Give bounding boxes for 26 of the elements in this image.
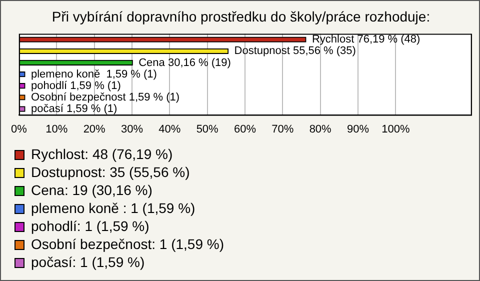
- x-tick-label: 90%: [346, 123, 370, 136]
- x-tick-label: 70%: [272, 123, 294, 136]
- legend-label: Cena: 19 (30,16 %): [31, 182, 152, 198]
- x-tick-label: 80%: [309, 123, 332, 136]
- legend-label: Osobní bezpečnost: 1 (1,59 %): [31, 236, 224, 252]
- legend-label: počasí: 1 (1,59 %): [31, 254, 145, 270]
- x-tick-label: 40%: [158, 123, 181, 136]
- x-tick-label: 100%: [382, 123, 410, 136]
- chart-title: Při vybírání dopravního prostředku do školy/práce rozhoduje:: [52, 8, 430, 24]
- data-label: Cena 30,16 % (19): [138, 56, 231, 69]
- legend-label: Rychlost: 48 (76,19 %): [31, 146, 173, 162]
- data-label: Rychlost 76,19 % (48): [312, 34, 420, 46]
- data-label: pohodlí 1,59 % (1): [30, 80, 121, 92]
- legend-label: plemeno koně : 1 (1,59 %): [31, 200, 196, 216]
- x-tick-label: 50%: [196, 123, 219, 136]
- data-label: Dostupnost 55,56 % (35): [234, 45, 356, 58]
- x-tick-label: 30%: [120, 123, 144, 136]
- data-label: plemeno koně 1,59 % (1): [30, 68, 157, 80]
- data-label: Osobní bezpečnost 1,59 % (1): [30, 91, 180, 104]
- data-label: počasí 1,59 % (1): [30, 103, 118, 116]
- x-tick-label: 60%: [234, 123, 256, 136]
- x-tick-label: 0%: [11, 123, 28, 136]
- x-tick-label: 10%: [46, 123, 68, 136]
- legend-label: pohodlí: 1 (1,59 %): [31, 218, 150, 234]
- x-tick-label: 20%: [83, 123, 106, 136]
- legend-label: Dostupnost: 35 (55,56 %): [31, 164, 190, 180]
